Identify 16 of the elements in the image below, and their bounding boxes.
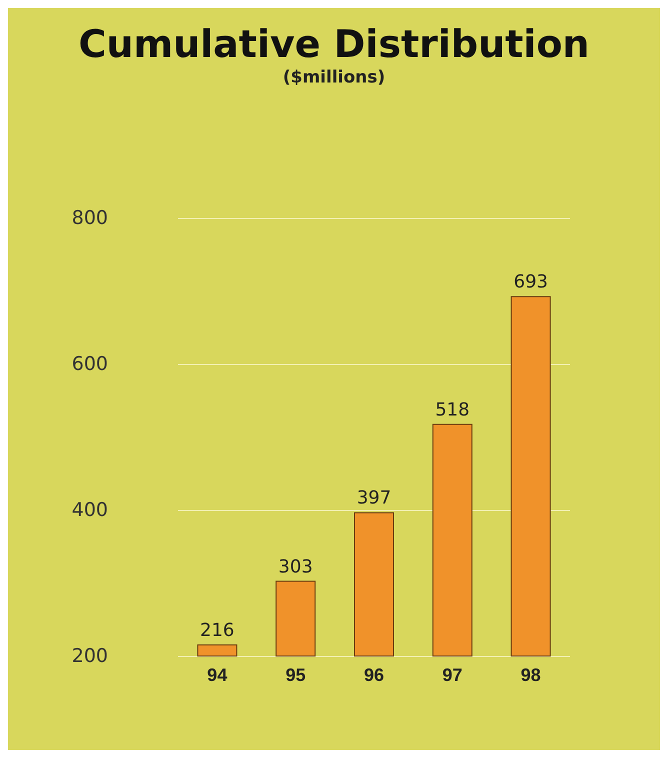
chart-subtitle: ($millions) bbox=[282, 68, 386, 88]
y-tick-label: 400 bbox=[72, 499, 108, 521]
data-label: 397 bbox=[356, 488, 392, 509]
x-tick-label: 96 bbox=[364, 665, 384, 685]
x-tick-label: 98 bbox=[520, 665, 541, 685]
x-tick-label: 94 bbox=[207, 665, 228, 685]
y-tick-label: 200 bbox=[72, 645, 108, 667]
data-label: 303 bbox=[278, 556, 313, 578]
data-label: 216 bbox=[200, 620, 234, 641]
data-label: 693 bbox=[514, 272, 548, 293]
y-tick-label: 800 bbox=[72, 207, 108, 229]
chart-title: Cumulative Distribution bbox=[78, 22, 590, 66]
data-label: 518 bbox=[435, 399, 470, 420]
x-tick-label: 97 bbox=[442, 665, 462, 685]
y-tick-label: 600 bbox=[72, 353, 108, 375]
x-tick-label: 95 bbox=[286, 665, 306, 685]
